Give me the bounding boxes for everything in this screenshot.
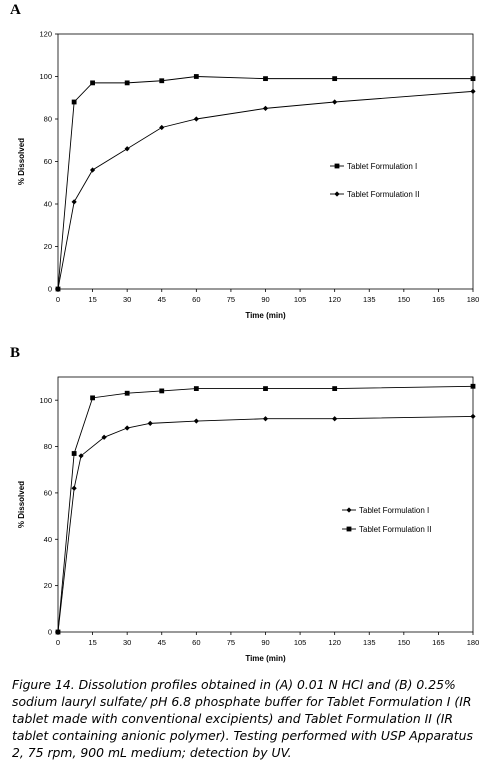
- x-tick-label: 75: [227, 295, 235, 304]
- x-tick-label: 120: [328, 638, 341, 647]
- data-point: [262, 105, 269, 111]
- x-tick-label: 45: [158, 295, 166, 304]
- data-point: [71, 99, 77, 105]
- data-point: [55, 286, 61, 292]
- data-point: [470, 76, 476, 82]
- y-tick-label: 0: [48, 628, 52, 637]
- x-tick-label: 165: [432, 638, 445, 647]
- data-point: [124, 80, 130, 86]
- x-tick-label: 90: [261, 295, 269, 304]
- y-tick-label: 20: [44, 581, 52, 590]
- legend-marker: [334, 163, 340, 169]
- x-tick-label: 75: [227, 638, 235, 647]
- legend-label: Tablet Formulation I: [359, 506, 429, 515]
- data-point: [470, 413, 476, 420]
- data-point: [124, 146, 130, 152]
- data-point: [263, 76, 268, 82]
- x-tick-label: 135: [363, 638, 376, 647]
- legend-label: Tablet Formulation II: [347, 190, 419, 199]
- y-tick-label: 120: [39, 30, 52, 39]
- x-tick-label: 30: [123, 295, 131, 304]
- data-point: [159, 78, 165, 84]
- data-point: [332, 386, 338, 391]
- x-tick-label: 150: [398, 295, 411, 304]
- data-point: [332, 99, 338, 105]
- legend-label: Tablet Formulation I: [347, 162, 417, 171]
- data-point: [193, 116, 199, 122]
- legend-entry: Tablet Formulation I: [330, 162, 417, 171]
- data-point: [332, 416, 338, 422]
- x-tick-label: 30: [123, 638, 131, 647]
- data-point: [124, 390, 130, 396]
- data-point: [263, 386, 268, 391]
- x-tick-label: 105: [294, 295, 307, 304]
- series-line: [57, 415, 474, 633]
- legend-marker: [346, 507, 352, 513]
- x-tick-label: 150: [398, 638, 411, 647]
- legend-marker: [346, 526, 352, 532]
- legend-entry: Tablet Formulation II: [330, 190, 419, 199]
- x-tick-label: 45: [158, 638, 166, 647]
- y-tick-label: 100: [39, 72, 52, 81]
- plot-frame: [57, 376, 474, 633]
- x-axis-label: Time (min): [245, 311, 286, 320]
- data-point: [262, 416, 269, 422]
- y-tick-label: 80: [44, 442, 52, 451]
- figure-caption: Figure 14. Dissolution profiles obtained…: [12, 677, 473, 760]
- y-tick-label: 20: [44, 242, 52, 251]
- y-tick-label: 40: [44, 200, 52, 209]
- legend-marker: [334, 191, 340, 197]
- data-point: [90, 80, 95, 86]
- x-tick-label: 180: [467, 295, 480, 304]
- data-point: [193, 418, 199, 424]
- data-point: [193, 386, 199, 391]
- data-point: [332, 76, 338, 82]
- x-tick-label: 60: [192, 638, 200, 647]
- data-point: [124, 425, 130, 431]
- y-tick-label: 80: [44, 115, 52, 124]
- y-tick-label: 40: [44, 535, 52, 544]
- panel-a-label: A: [10, 2, 21, 18]
- data-point: [71, 451, 77, 456]
- chart-b: 0 20 40 60 80 100 0 15 30 45 60 75 90 105 120 135 150 165…: [17, 376, 480, 663]
- data-point: [159, 388, 165, 394]
- data-point: [71, 199, 77, 205]
- data-point: [193, 74, 199, 79]
- y-tick-label: 60: [44, 489, 52, 498]
- x-tick-label: 60: [192, 295, 200, 304]
- legend-entry: Tablet Formulation II: [342, 525, 431, 534]
- y-tick-label: 60: [44, 157, 52, 166]
- x-tick-label: 15: [88, 295, 96, 304]
- y-tick-label: 100: [39, 396, 52, 405]
- series-2: [55, 88, 476, 292]
- chart-a: 0 20 40 60 80 100 120 0 15 30 45 60 75 90 105 120 135 150…: [17, 30, 480, 320]
- data-point: [470, 383, 476, 389]
- legend-entry: Tablet Formulation I: [342, 506, 429, 515]
- data-point: [90, 395, 95, 401]
- x-tick-label: 165: [432, 295, 445, 304]
- x-tick-label: 15: [88, 638, 96, 647]
- data-point: [71, 485, 77, 491]
- x-tick-label: 105: [294, 638, 307, 647]
- x-tick-label: 90: [261, 638, 269, 647]
- data-point: [470, 88, 476, 94]
- data-point: [78, 453, 84, 459]
- x-tick-label: 0: [56, 295, 60, 304]
- data-point: [55, 629, 61, 635]
- legend-label: Tablet Formulation II: [359, 525, 431, 534]
- data-point: [159, 124, 165, 131]
- y-axis-label: % Dissolved: [17, 138, 26, 185]
- x-tick-label: 180: [467, 638, 480, 647]
- y-tick-label: 0: [48, 285, 52, 294]
- x-tick-label: 120: [328, 295, 341, 304]
- x-tick-label: 0: [56, 638, 60, 647]
- series-2: [55, 383, 476, 635]
- y-axis-label: % Dissolved: [17, 481, 26, 528]
- x-axis-label: Time (min): [245, 654, 286, 663]
- panel-b-label: B: [10, 345, 21, 361]
- x-tick-label: 135: [363, 295, 376, 304]
- data-point: [147, 420, 153, 426]
- data-point: [89, 167, 96, 173]
